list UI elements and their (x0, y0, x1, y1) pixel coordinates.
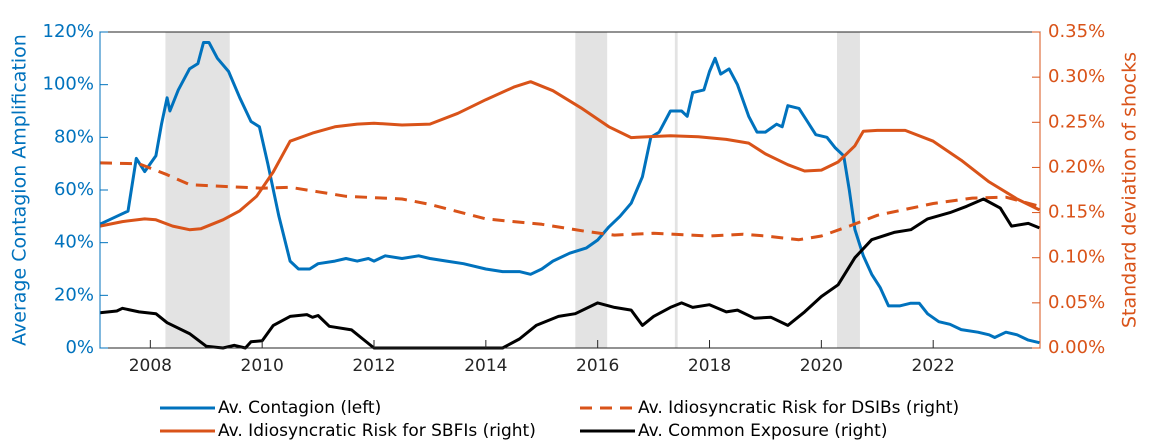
y2-tick-label: 0.30% (1048, 66, 1105, 87)
shaded-period (165, 32, 230, 348)
x-tick-label: 2008 (129, 356, 172, 376)
x-tick-label: 2018 (688, 356, 731, 376)
y2-tick-label: 0.00% (1048, 337, 1105, 358)
x-tick-label: 2014 (464, 356, 507, 376)
shaded-period (674, 32, 678, 348)
y2-tick-label: 0.20% (1048, 156, 1105, 177)
x-tick-label: 2012 (352, 356, 395, 376)
y-tick-label: 120% (43, 21, 94, 42)
legend-label: Av. Common Exposure (right) (638, 421, 887, 441)
plot-frame (99, 31, 1041, 349)
y2-tick-label: 0.05% (1048, 292, 1105, 313)
series-line (99, 161, 1040, 242)
y-tick-label: 0% (65, 337, 94, 358)
x-tick-label: 2020 (800, 356, 843, 376)
legend-label: Av. Idiosyncratic Risk for SBFIs (right) (218, 421, 536, 441)
y-tick-label: 20% (54, 284, 94, 305)
shaded-period (575, 32, 608, 348)
y2-tick-label: 0.25% (1048, 111, 1105, 132)
y-axis-label: Average Contagion Amplification (9, 34, 31, 346)
x-tick-label: 2022 (912, 356, 955, 376)
x-tick-label: 2010 (241, 356, 284, 376)
y2-tick-label: 0.15% (1048, 202, 1105, 223)
y2-axis-label: Standard deviation of shocks (1119, 52, 1141, 328)
y-tick-label: 60% (54, 179, 94, 200)
y-tick-label: 80% (54, 126, 94, 147)
y-tick-label: 40% (54, 232, 94, 253)
y2-tick-label: 0.35% (1048, 21, 1105, 42)
y-tick-label: 100% (43, 74, 94, 95)
series-line (99, 41, 1040, 345)
series-line (99, 80, 1041, 232)
x-tick-label: 2016 (576, 356, 619, 376)
legend-label: Av. Contagion (left) (218, 398, 381, 418)
series-line (99, 197, 1040, 350)
y2-tick-label: 0.10% (1048, 247, 1105, 268)
legend-label: Av. Idiosyncratic Risk for DSIBs (right) (638, 398, 959, 418)
